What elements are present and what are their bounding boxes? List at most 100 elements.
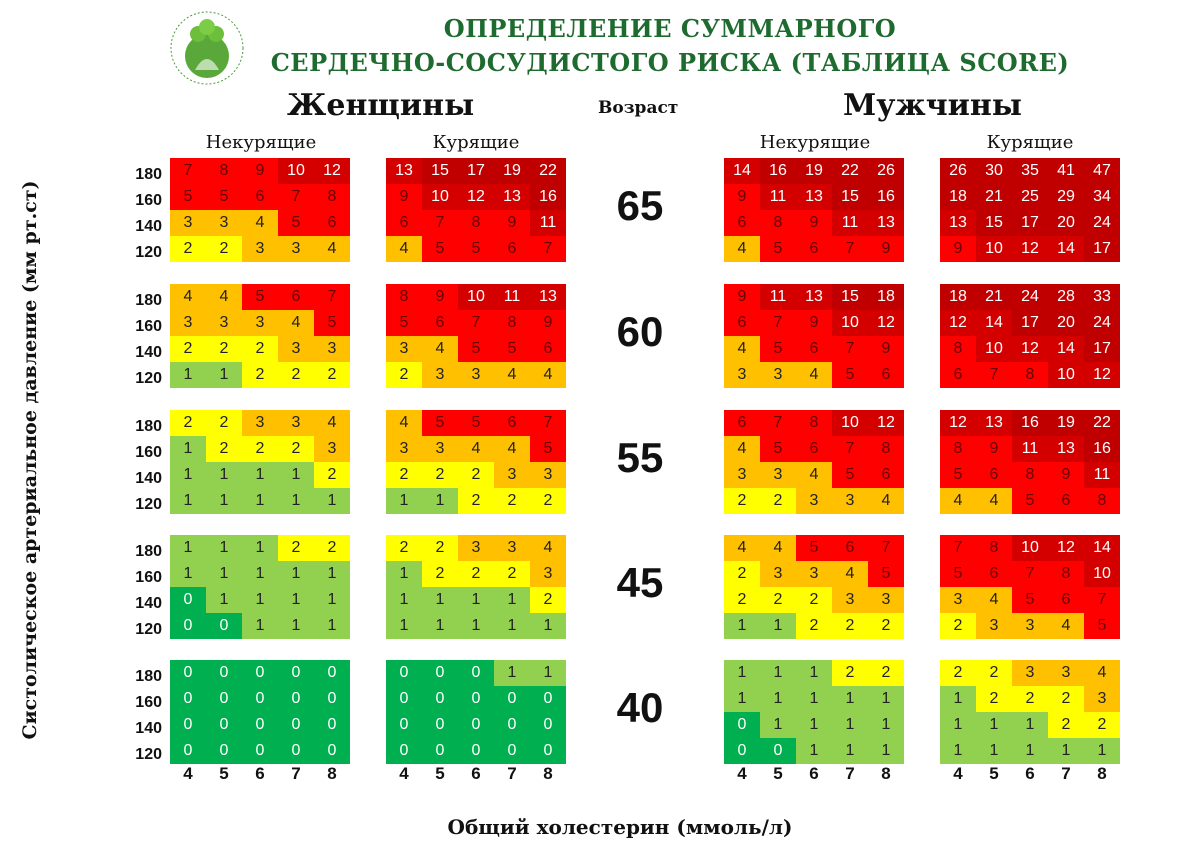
heatmap-cell: 1 — [242, 587, 278, 613]
y-tick-label: 160 — [135, 444, 162, 461]
heatmap-cell: 9 — [386, 184, 422, 210]
heatmap-cell: 0 — [206, 712, 242, 738]
heatmap-cell: 0 — [206, 686, 242, 712]
heatmap-cell: 5 — [458, 336, 494, 362]
y-tick-label: 160 — [135, 318, 162, 335]
heatmap-cell: 14 — [1084, 535, 1120, 561]
heatmap-cell: 1 — [278, 587, 314, 613]
heatmap-cell: 24 — [1084, 210, 1120, 236]
heatmap-cell: 12 — [940, 410, 976, 436]
heatmap-cell: 2 — [458, 462, 494, 488]
heatmap-cell: 8 — [494, 310, 530, 336]
heatmap-cell: 0 — [314, 738, 350, 764]
heatmap-cell: 17 — [1012, 310, 1048, 336]
heatmap-cell: 4 — [458, 436, 494, 462]
heatmap-cell: 2 — [724, 488, 760, 514]
heatmap-cell: 4 — [1048, 613, 1084, 639]
heatmap-cell: 1 — [724, 686, 760, 712]
x-tick-label: 4 — [737, 764, 747, 783]
heatmap-cell: 8 — [458, 210, 494, 236]
heatmap-cell: 1 — [1084, 738, 1120, 764]
heatmap-cell: 5 — [458, 410, 494, 436]
heatmap-cell: 5 — [422, 410, 458, 436]
heatmap-cell: 2 — [206, 436, 242, 462]
heatmap-cell: 0 — [494, 712, 530, 738]
heatmap-cell: 4 — [422, 336, 458, 362]
heatmap-cell: 3 — [314, 436, 350, 462]
heatmap-cell: 1 — [206, 587, 242, 613]
men-smoking-heading: Курящие — [986, 132, 1074, 153]
heatmap-cell: 0 — [724, 712, 760, 738]
heatmap-cell: 9 — [796, 210, 832, 236]
heatmap-cell: 2 — [868, 613, 904, 639]
x-tick-label: 7 — [1061, 764, 1071, 783]
heatmap-cell: 1 — [170, 462, 206, 488]
heatmap-cell: 20 — [1048, 210, 1084, 236]
heatmap-cell: 6 — [724, 210, 760, 236]
heatmap-cell: 6 — [724, 410, 760, 436]
heatmap-cell: 2 — [170, 410, 206, 436]
heatmap-cell: 7 — [832, 336, 868, 362]
heatmap-cell: 11 — [1084, 462, 1120, 488]
heatmap-cell: 2 — [314, 462, 350, 488]
heatmap-cell: 6 — [278, 284, 314, 310]
heatmap-cell: 1 — [530, 613, 566, 639]
heatmap-cell: 1 — [458, 587, 494, 613]
heatmap-cell: 2 — [530, 587, 566, 613]
heatmap-cell: 4 — [724, 535, 760, 561]
heatmap-cell: 11 — [760, 184, 796, 210]
heatmap-cell: 3 — [868, 587, 904, 613]
heatmap-cell: 4 — [206, 284, 242, 310]
heatmap-cell: 5 — [868, 561, 904, 587]
heatmap-cell: 0 — [530, 712, 566, 738]
x-tick-label: 8 — [881, 764, 891, 783]
heatmap-cell: 9 — [422, 284, 458, 310]
heatmap-cell: 6 — [976, 462, 1012, 488]
heatmap-cell: 4 — [724, 236, 760, 262]
heatmap-cell: 2 — [1012, 686, 1048, 712]
heatmap-cell: 8 — [1012, 462, 1048, 488]
heatmap-cell: 10 — [422, 184, 458, 210]
heatmap-cell: 1 — [976, 738, 1012, 764]
heatmap-cell: 2 — [530, 488, 566, 514]
heatmap-cell: 0 — [242, 738, 278, 764]
heatmap-cell: 0 — [278, 738, 314, 764]
heatmap-cell: 3 — [724, 362, 760, 388]
x-tick-label: 8 — [327, 764, 337, 783]
age-label: 65 — [616, 182, 664, 229]
heatmap-cell: 1 — [422, 613, 458, 639]
heatmap-cell: 1 — [976, 712, 1012, 738]
heatmap-cell: 3 — [796, 561, 832, 587]
heatmap-cell: 8 — [1012, 362, 1048, 388]
age-label: 55 — [616, 434, 664, 481]
x-tick-label: 5 — [989, 764, 999, 783]
heatmap-cell: 1 — [940, 686, 976, 712]
heatmap-cell: 1 — [206, 535, 242, 561]
heatmap-cell: 0 — [314, 660, 350, 686]
heatmap-cell: 2 — [1048, 712, 1084, 738]
heatmap-cell: 13 — [868, 210, 904, 236]
heatmap-cell: 6 — [976, 561, 1012, 587]
heatmap-cell: 19 — [494, 158, 530, 184]
heatmap-cell: 3 — [458, 362, 494, 388]
heatmap-cell: 12 — [940, 310, 976, 336]
heatmap-cell: 4 — [314, 410, 350, 436]
heatmap-cell: 1 — [278, 613, 314, 639]
heatmap-cell: 10 — [976, 236, 1012, 262]
heatmap-cell: 9 — [976, 436, 1012, 462]
heatmap-cell: 16 — [760, 158, 796, 184]
heatmap-cell: 1 — [494, 587, 530, 613]
heatmap-cell: 29 — [1048, 184, 1084, 210]
heatmap-cell: 13 — [1048, 436, 1084, 462]
heatmap-cell: 1 — [206, 561, 242, 587]
heatmap-cell: 19 — [796, 158, 832, 184]
y-axis-label: Систолическое артериальное давление (мм … — [19, 180, 41, 740]
heatmap-cell: 1 — [278, 488, 314, 514]
heatmap-cell: 5 — [760, 236, 796, 262]
y-tick-label: 120 — [135, 244, 162, 261]
heatmap-cell: 2 — [422, 561, 458, 587]
heatmap-cell: 2 — [868, 660, 904, 686]
heatmap-cell: 20 — [1048, 310, 1084, 336]
heatmap-cell: 1 — [314, 613, 350, 639]
heatmap-cell: 2 — [940, 660, 976, 686]
